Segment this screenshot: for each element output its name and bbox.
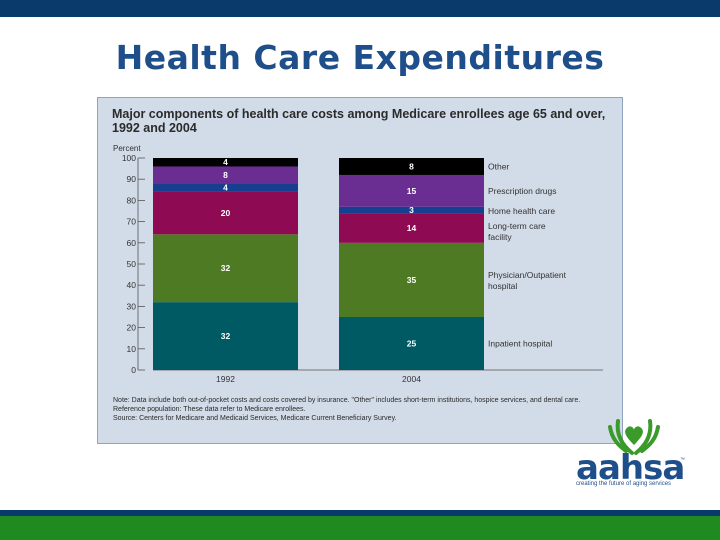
segment-value-label: 8: [409, 161, 414, 171]
segment-value-label: 8: [223, 170, 228, 180]
top-accent-bar: [0, 0, 720, 17]
segment-value-label: 32: [221, 263, 231, 273]
bar-segment: [339, 206, 484, 214]
legend-label: Inpatient hospital: [488, 339, 552, 349]
reference-text: Reference population: These data refer t…: [113, 406, 306, 413]
segment-value-label: 32: [221, 331, 231, 341]
y-tick-label: 50: [127, 259, 137, 269]
segment-value-label: 3: [409, 205, 414, 215]
source-text: Source: Centers for Medicare and Medicai…: [113, 415, 397, 422]
bar-segment: [153, 183, 298, 192]
y-tick-label: 90: [127, 174, 137, 184]
logo-tagline: creating the future of aging services: [576, 481, 672, 487]
y-tick-label: 60: [127, 238, 137, 248]
legend-label: Prescription drugs: [488, 186, 557, 196]
y-tick-label: 70: [127, 217, 137, 227]
logo-wordmark: aahsa: [576, 448, 685, 488]
segment-value-label: 35: [407, 275, 417, 285]
bar-segment: [339, 174, 484, 207]
segment-value-label: 20: [221, 208, 231, 218]
y-tick-label: 0: [131, 365, 136, 375]
y-tick-label: 30: [127, 301, 137, 311]
note-text: Note: Data include both out-of-pocket co…: [113, 397, 581, 404]
bar-segment: [339, 158, 484, 175]
legend-label: Other: [488, 161, 509, 171]
x-category-label: 1992: [216, 374, 235, 384]
slide-title: Health Care Expenditures: [115, 38, 605, 77]
y-tick-label: 80: [127, 195, 137, 205]
bar-segment: [153, 302, 298, 370]
y-tick-label: 10: [127, 344, 137, 354]
segment-value-label: 14: [407, 223, 417, 233]
segment-value-label: 4: [223, 157, 228, 167]
bar-segment: [153, 234, 298, 303]
y-tick-label: 40: [127, 280, 137, 290]
legend-label: Physician/Outpatient hospital: [488, 270, 567, 291]
logo-trademark: ™: [680, 457, 685, 463]
x-category-label: 2004: [402, 374, 421, 384]
segment-value-label: 15: [407, 186, 417, 196]
bar-segment: [339, 242, 484, 317]
bar-segment: [153, 166, 298, 184]
chart-notes: Note: Data include both out-of-pocket co…: [113, 396, 603, 423]
y-tick-label: 100: [122, 153, 136, 163]
y-axis-title: Percent: [113, 144, 141, 153]
bottom-blue-bar: [0, 510, 720, 516]
legend-label: Home health care: [488, 206, 555, 216]
bar-segment: [153, 158, 298, 167]
chart-title: Major components of health care costs am…: [112, 107, 606, 135]
y-tick-label: 20: [127, 323, 137, 333]
bottom-green-bar: [0, 516, 720, 540]
bar-segment: [339, 213, 484, 243]
bar-segment: [339, 317, 484, 370]
segment-value-label: 25: [407, 339, 417, 349]
hands-holding-heart-icon: [608, 419, 660, 455]
segment-value-label: 4: [223, 183, 228, 193]
legend-label: Long-term care facility: [488, 221, 546, 242]
bar-segment: [153, 191, 298, 235]
